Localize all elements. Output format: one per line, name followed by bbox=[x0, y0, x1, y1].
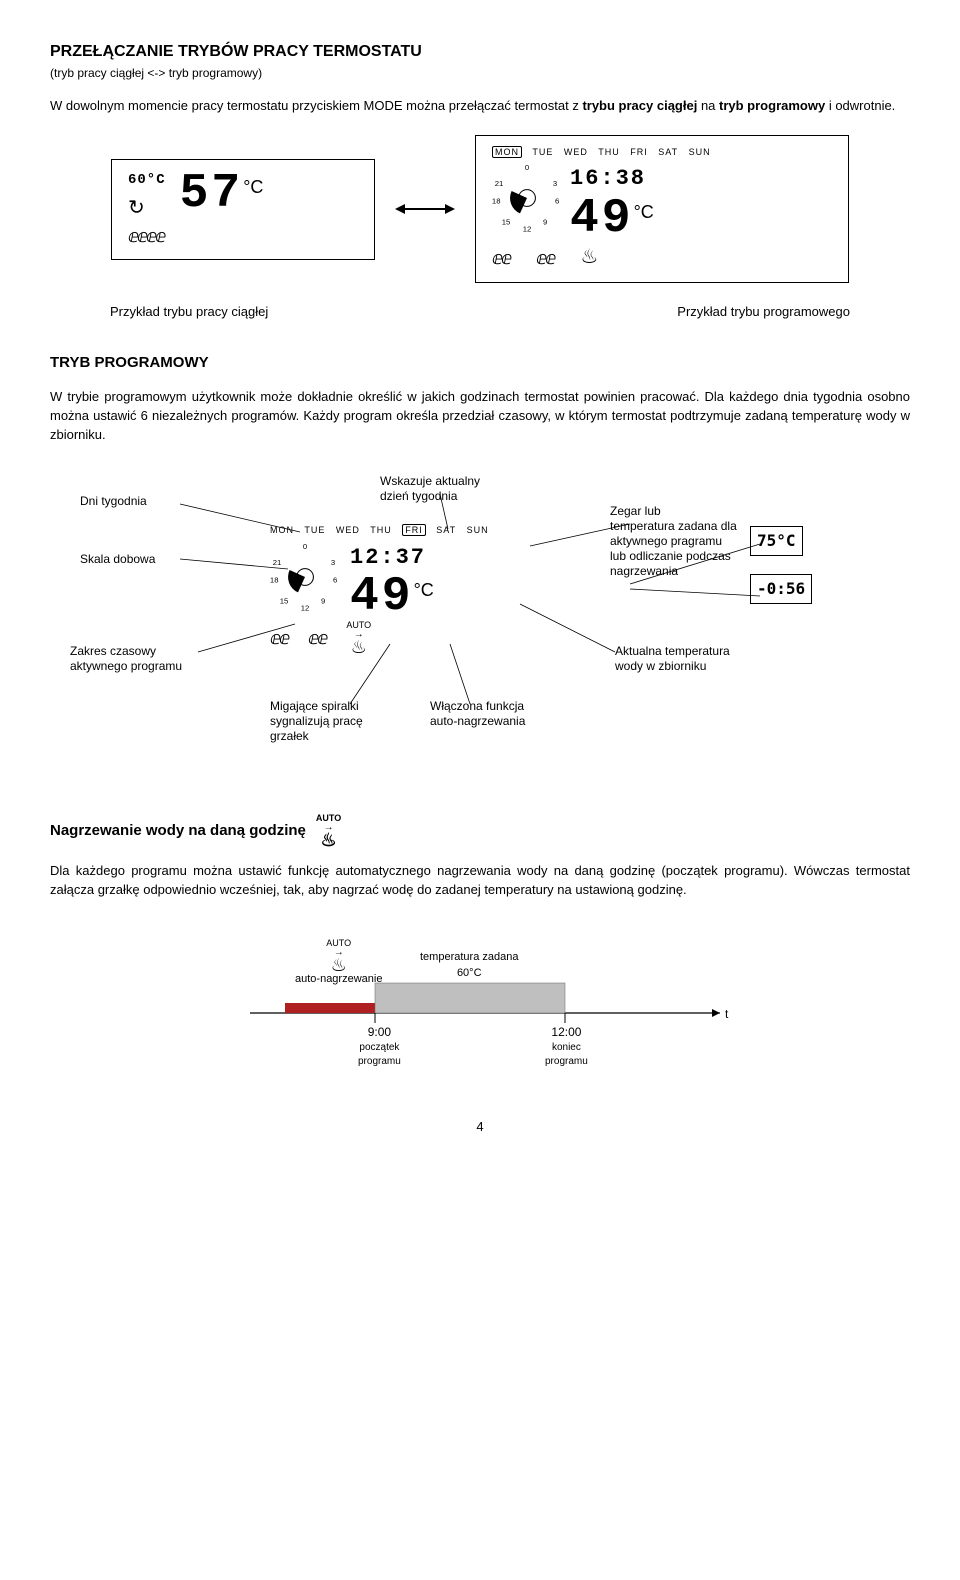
temp-big: 49 bbox=[570, 195, 634, 243]
svg-text:21: 21 bbox=[273, 558, 282, 567]
day: THU bbox=[370, 525, 392, 535]
day-thu: THU bbox=[598, 147, 620, 157]
label-zakres: Zakres czasowy aktywnego programu bbox=[70, 644, 182, 674]
t2-block: 12:00 koniec programu bbox=[545, 1024, 588, 1070]
temp-label: temperatura zadana bbox=[420, 950, 518, 966]
label-migajace: Migające spiralki sygnalizują pracę grza… bbox=[270, 699, 363, 744]
svg-text:21: 21 bbox=[495, 180, 504, 189]
svg-text:9: 9 bbox=[321, 596, 325, 605]
coil-icon-4: ⅇⅇ bbox=[308, 625, 326, 651]
day: MON bbox=[270, 525, 294, 535]
svg-text:3: 3 bbox=[331, 558, 335, 567]
day-wed: WED bbox=[564, 147, 588, 157]
day-sat: SAT bbox=[658, 147, 678, 157]
svg-text:18: 18 bbox=[270, 575, 278, 584]
auto-heat-icon: AUTO → ♨ bbox=[346, 621, 371, 654]
label-skala: Skala dobowa bbox=[80, 552, 155, 567]
svg-text:12: 12 bbox=[523, 225, 532, 233]
temp-unit-2: °C bbox=[414, 577, 434, 603]
label-aktualna: Aktualna temperatura wody w zbiorniku bbox=[615, 644, 730, 674]
t1-block: 9:00 początek programu bbox=[358, 1024, 401, 1070]
timeline-temp-block: temperatura zadana 60°C bbox=[420, 950, 518, 982]
caption-program: Przykład trybu programowego bbox=[677, 303, 850, 322]
clock-time-2: 12:37 bbox=[350, 542, 426, 574]
temp-value: 60°C bbox=[420, 966, 518, 982]
day: TUE bbox=[304, 525, 325, 535]
intro-text: W dowolnym momencie pracy termostatu prz… bbox=[50, 98, 582, 113]
svg-text:6: 6 bbox=[555, 197, 559, 206]
day: SAT bbox=[436, 525, 456, 535]
t2-label: koniec programu bbox=[545, 1041, 588, 1070]
label-wskazuje: Wskazuje aktualny dzień tygodnia bbox=[380, 474, 480, 504]
day-mon: MON bbox=[492, 146, 522, 158]
intro-text-mid: na bbox=[697, 98, 719, 113]
t1-label: początek programu bbox=[358, 1041, 401, 1070]
day-sun: SUN bbox=[689, 147, 711, 157]
svg-text:15: 15 bbox=[280, 596, 289, 605]
t1: 9:00 bbox=[358, 1024, 401, 1041]
svg-text:t: t bbox=[725, 1007, 729, 1021]
mode-switch-diagram: 60°C ↻ 57 °C ⅇⅇⅇⅇ MON TUE WED THU FRI SA… bbox=[50, 135, 910, 283]
section-title-programowy: TRYB PROGRAMOWY bbox=[50, 352, 910, 374]
svg-text:18: 18 bbox=[492, 197, 500, 206]
nagrzewanie-para: Dla każdego programu można ustawić funkc… bbox=[50, 862, 910, 900]
coil-icon-3: ⅇⅇ bbox=[270, 625, 288, 651]
annotated-display-diagram: MON TUE WED THU FRI SAT SUN 0 3 6 9 12 1… bbox=[70, 474, 890, 754]
set-temp-small: 60°C bbox=[128, 170, 166, 190]
svg-text:0: 0 bbox=[303, 542, 307, 551]
clock-time: 16:38 bbox=[570, 163, 646, 195]
heater-coil-icon: ⅇⅇⅇⅇ bbox=[128, 223, 358, 249]
temp-big-2: 49 bbox=[350, 573, 414, 621]
page-title: PRZEŁĄCZANIE TRYBÓW PRACY TERMOSTATU bbox=[50, 40, 910, 63]
day: WED bbox=[336, 525, 360, 535]
intro-text-post: i odwrotnie. bbox=[825, 98, 895, 113]
svg-text:3: 3 bbox=[553, 180, 557, 189]
page-subtitle: (tryb pracy ciągłej <-> tryb programowy) bbox=[50, 65, 910, 82]
svg-text:0: 0 bbox=[525, 163, 529, 172]
day-active: FRI bbox=[402, 524, 426, 536]
days-row-2: MON TUE WED THU FRI SAT SUN bbox=[270, 524, 590, 537]
days-row: MON TUE WED THU FRI SAT SUN bbox=[492, 146, 832, 159]
section-title-nagrzewanie: Nagrzewanie wody na daną godzinę AUTO → … bbox=[50, 814, 910, 847]
day: SUN bbox=[467, 525, 489, 535]
t2: 12:00 bbox=[545, 1024, 588, 1041]
label-dni: Dni tygodnia bbox=[80, 494, 147, 509]
time-dial-icon: 0 3 6 9 12 15 18 21 bbox=[492, 163, 562, 233]
timeline-auto-block: AUTO → ♨ auto-nagrzewanie bbox=[295, 933, 382, 988]
caption-continuous: Przykład trybu pracy ciągłej bbox=[110, 303, 268, 322]
current-temp-big: 57 bbox=[180, 170, 244, 218]
timeline-diagram: t AUTO → ♨ auto-nagrzewanie temperatura … bbox=[220, 918, 740, 1068]
programowy-para: W trybie programowym użytkownik może dok… bbox=[50, 388, 910, 445]
page-number: 4 bbox=[50, 1118, 910, 1137]
intro-bold1: trybu pracy ciągłej bbox=[582, 98, 697, 113]
program-mode-display: MON TUE WED THU FRI SAT SUN 0 3 6 9 12 1… bbox=[475, 135, 849, 283]
nagrzewanie-title-text: Nagrzewanie wody na daną godzinę bbox=[50, 820, 306, 842]
caption-row: Przykład trybu pracy ciągłej Przykład tr… bbox=[50, 303, 910, 322]
day-fri: FRI bbox=[630, 147, 648, 157]
coil-icon: ⅇⅇ bbox=[492, 245, 510, 271]
auto-caption: auto-nagrzewanie bbox=[295, 972, 382, 988]
label-wlaczona: Włączona funkcja auto-nagrzewania bbox=[430, 699, 525, 729]
auto-heat-icon-heading: AUTO → ♨ bbox=[316, 814, 341, 847]
continuous-mode-display: 60°C ↻ 57 °C ⅇⅇⅇⅇ bbox=[111, 159, 375, 260]
heat-waves-icon: ♨ bbox=[580, 243, 598, 272]
day-tue: TUE bbox=[532, 147, 553, 157]
temp-unit: °C bbox=[243, 174, 263, 200]
cycle-icon: ↻ bbox=[128, 194, 166, 223]
temp-unit-right: °C bbox=[634, 199, 654, 225]
svg-text:12: 12 bbox=[301, 603, 310, 611]
annotated-lcd: MON TUE WED THU FRI SAT SUN 0 3 6 9 12 1… bbox=[270, 524, 590, 654]
svg-text:6: 6 bbox=[333, 575, 337, 584]
svg-text:9: 9 bbox=[543, 218, 547, 227]
label-zegar: Zegar lub temperatura zadana dla aktywne… bbox=[610, 504, 760, 579]
time-dial-icon-2: 0 3 6 9 12 15 18 21 bbox=[270, 542, 340, 612]
svg-text:15: 15 bbox=[502, 218, 511, 227]
intro-bold2: tryb programowy bbox=[719, 98, 825, 113]
bidirectional-arrow-icon bbox=[395, 199, 455, 219]
coil-icon-2: ⅇⅇ bbox=[536, 245, 554, 271]
auto-heat-icon-timeline: AUTO → ♨ bbox=[326, 939, 351, 972]
intro-paragraph: W dowolnym momencie pracy termostatu prz… bbox=[50, 97, 910, 116]
